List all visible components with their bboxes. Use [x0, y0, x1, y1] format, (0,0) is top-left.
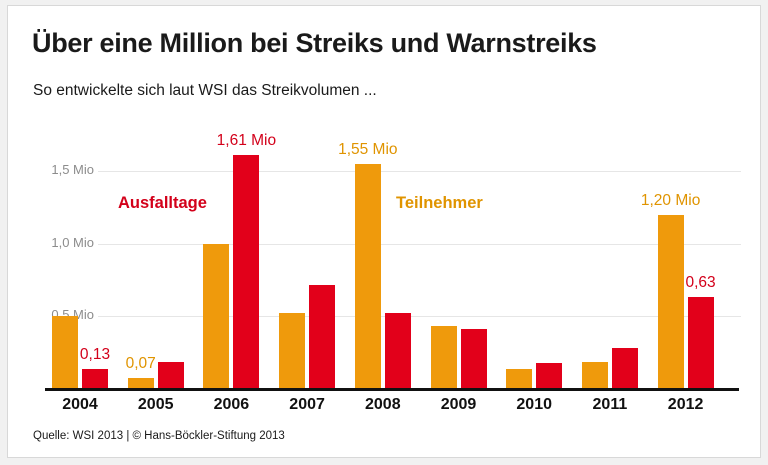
bar-ausfalltage-2012[interactable] [687, 296, 714, 388]
bar-teilnehmer-2005[interactable] [127, 377, 154, 388]
infographic-card: Über eine Million bei Streiks und Warnst… [7, 5, 761, 458]
x-axis-tick-label-2007: 2007 [289, 396, 325, 413]
bar-chart-plot: 1,5 Mio 1,0 Mio 0,5 Mio 0,13 2004 0,07 2005 1,6… [8, 6, 762, 459]
y-axis-tick-label: 1,0 Mio [51, 234, 94, 250]
bar-ausfalltage-2011[interactable] [611, 347, 638, 388]
x-axis-baseline [45, 388, 739, 391]
card-edge-top [0, 0, 768, 5]
value-label-teilnehmer-2012: 1,20 Mio [640, 191, 701, 209]
x-axis-tick-label-2004: 2004 [62, 396, 98, 413]
bar-teilnehmer-2007[interactable] [279, 312, 306, 388]
x-axis-tick-label-2006: 2006 [213, 396, 250, 413]
bar-teilnehmer-2009[interactable] [430, 325, 457, 388]
bar-teilnehmer-2012[interactable] [657, 214, 684, 388]
bar-ausfalltage-2010[interactable] [536, 363, 563, 388]
x-axis-tick-label-2009: 2009 [440, 396, 477, 413]
bar-ausfalltage-2009[interactable] [460, 328, 487, 388]
bar-teilnehmer-2008[interactable] [354, 164, 381, 388]
x-axis-tick-label-2010: 2010 [516, 396, 552, 413]
card-edge-right [761, 0, 768, 465]
page-subtitle: So entwickelte sich laut WSI das Streikv… [33, 82, 377, 99]
value-label-ausfalltage-2004: 0,13 [79, 346, 111, 364]
legend-label-teilnehmer: Teilnehmer [396, 194, 483, 212]
bar-ausfalltage-2004[interactable] [82, 369, 108, 388]
page-title: Über eine Million bei Streiks und Warnst… [32, 28, 597, 58]
bar-teilnehmer-2006[interactable] [203, 243, 230, 388]
gridline [98, 315, 741, 317]
gridline [98, 243, 741, 245]
card-edge-left [0, 0, 7, 465]
x-axis-tick-label-2012: 2012 [667, 396, 704, 413]
bar-ausfalltage-2005[interactable] [157, 361, 184, 388]
x-axis-tick-label-2005: 2005 [137, 396, 174, 413]
x-axis-tick-label-2008: 2008 [365, 396, 401, 413]
bar-ausfalltage-2006[interactable] [233, 155, 260, 388]
source-credit: Quelle: WSI 2013 | © Hans-Böckler-Stiftu… [33, 430, 285, 442]
value-label-ausfalltage-2006: 1,61 Mio [216, 132, 277, 150]
value-label-teilnehmer-2005: 0,07 [125, 354, 156, 372]
bar-teilnehmer-2011[interactable] [581, 361, 608, 388]
bar-teilnehmer-2004[interactable] [52, 315, 78, 388]
legend-label-ausfalltage: Ausfalltage [118, 194, 207, 212]
x-axis-tick-label-2011: 2011 [592, 396, 628, 413]
card-edge-bottom [0, 458, 768, 465]
y-axis-tick-label: 1,5 Mio [51, 162, 94, 178]
bar-teilnehmer-2010[interactable] [506, 369, 533, 388]
value-label-ausfalltage-2012: 0,63 [685, 273, 716, 291]
value-label-teilnehmer-2008: 1,55 Mio [338, 141, 398, 159]
bar-ausfalltage-2007[interactable] [309, 285, 336, 388]
bar-ausfalltage-2008[interactable] [384, 312, 411, 388]
gridline [98, 171, 741, 173]
